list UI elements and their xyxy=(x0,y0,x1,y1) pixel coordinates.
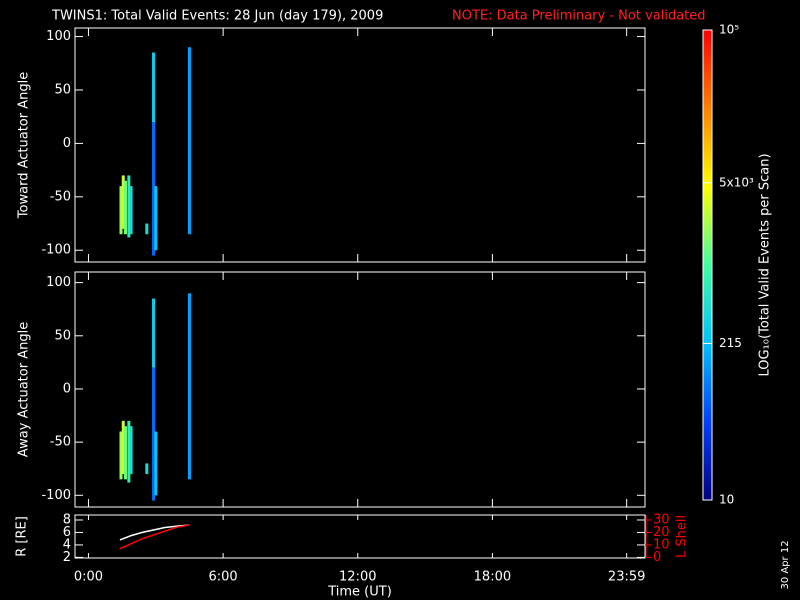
y-axis-label: Toward Actuator Angle xyxy=(17,72,32,219)
x-tick-label: 23:59 xyxy=(608,570,645,585)
y-tick-label: -100 xyxy=(41,488,71,503)
x-tick-label: 0:00 xyxy=(74,570,103,585)
y2-tick-label: 20 xyxy=(653,525,670,540)
cell xyxy=(121,175,125,229)
line-series xyxy=(119,524,190,541)
colorbar-tick-label: 10 xyxy=(719,493,734,507)
cell xyxy=(152,298,156,368)
y-tick-label: 50 xyxy=(54,82,71,97)
cell xyxy=(123,180,127,235)
cell xyxy=(154,431,158,496)
y2-tick-label: 30 xyxy=(653,512,670,527)
plot-frame xyxy=(74,271,646,508)
x-tick-label: 6:00 xyxy=(209,570,238,585)
cell xyxy=(152,52,156,123)
y-tick-label: -100 xyxy=(41,243,71,258)
cell xyxy=(154,186,158,251)
cell xyxy=(129,186,133,235)
cell xyxy=(187,47,191,235)
y-tick-label: 100 xyxy=(46,275,71,290)
x-axis-label: Time (UT) xyxy=(327,585,392,600)
y-tick-label: -50 xyxy=(50,189,71,204)
y-tick-label: 2 xyxy=(63,550,71,565)
line-series xyxy=(119,524,190,550)
cell xyxy=(152,367,156,501)
cell xyxy=(152,122,156,256)
cell xyxy=(145,223,149,235)
cell xyxy=(127,420,131,483)
cell xyxy=(187,293,191,480)
y-tick-label: 50 xyxy=(54,328,71,343)
colorbar-tick-label: 10⁵ xyxy=(719,23,739,37)
date-stamp: 30 Apr 12 xyxy=(780,540,791,589)
note: NOTE: Data Preliminary - Not validated xyxy=(452,9,706,24)
y-axis-label: Away Actuator Angle xyxy=(17,322,32,457)
colorbar-tick-label: 215 xyxy=(719,336,742,350)
plot-frame xyxy=(74,514,646,559)
colorbar-tick-label: 5x10³ xyxy=(719,175,754,189)
y-tick-label: 4 xyxy=(63,537,71,552)
x-tick-label: 12:00 xyxy=(339,570,376,585)
chart-title: TWINS1: Total Valid Events: 28 Jun (day … xyxy=(51,9,383,24)
y-tick-label: 6 xyxy=(63,525,71,540)
y2-tick-label: 0 xyxy=(653,550,661,565)
cell xyxy=(119,186,123,235)
cell xyxy=(123,426,127,480)
cell xyxy=(127,175,131,238)
x-tick-label: 18:00 xyxy=(474,570,511,585)
cell xyxy=(119,431,123,480)
y-tick-label: 0 xyxy=(63,136,71,151)
y-tick-label: 8 xyxy=(63,512,71,527)
y2-tick-label: 10 xyxy=(653,537,670,552)
y-tick-label: -50 xyxy=(50,435,71,450)
colorbar xyxy=(702,29,713,501)
cell xyxy=(121,420,125,475)
cell xyxy=(145,463,149,475)
y2-axis-label: L Shell xyxy=(675,515,690,558)
plot-frame xyxy=(74,27,646,263)
y-tick-label: 100 xyxy=(46,29,71,44)
colorbar-label: LOG₁₀(Total Valid Events per Scan) xyxy=(758,153,773,376)
y-tick-label: 0 xyxy=(63,381,71,396)
y-axis-label: R [RE] xyxy=(15,516,30,557)
cell xyxy=(129,426,133,475)
